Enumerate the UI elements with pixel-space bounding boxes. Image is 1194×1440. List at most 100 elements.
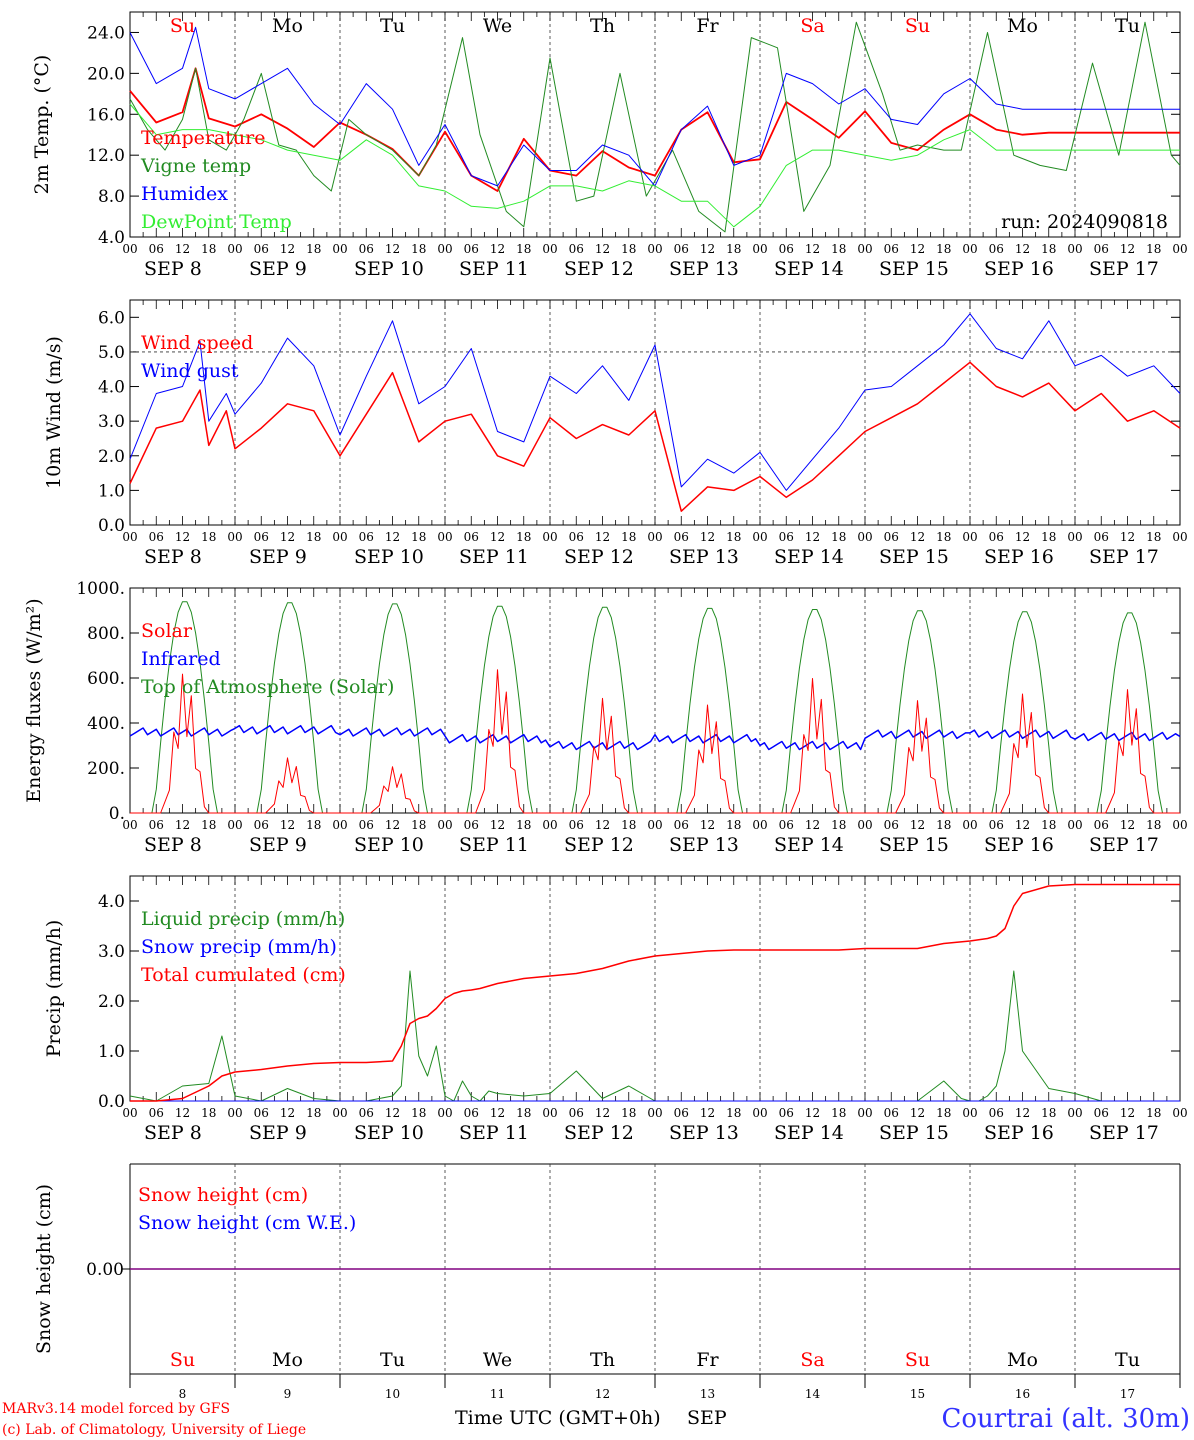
hour-label: 12	[175, 818, 190, 832]
hour-label: 00	[542, 530, 557, 544]
y-tick-label: 0.00	[86, 1260, 124, 1280]
day-number: 8	[179, 1387, 187, 1401]
hour-label: 12	[385, 1106, 400, 1120]
y-tick-label: 3.0	[98, 942, 125, 962]
day-label: Mo	[272, 1349, 303, 1371]
hour-label: 12	[490, 530, 505, 544]
hour-label: 00	[437, 1106, 452, 1120]
y-tick-label: 20.0	[87, 64, 125, 84]
hour-label: 12	[1120, 530, 1135, 544]
hour-label: 00	[962, 530, 977, 544]
hour-label: 00	[542, 242, 557, 256]
hour-label: 06	[779, 242, 794, 256]
hour-label: 06	[884, 818, 899, 832]
date-label: SEP 13	[669, 258, 739, 280]
hour-label: 06	[569, 1106, 584, 1120]
hour-label: 00	[542, 818, 557, 832]
hour-label: 12	[280, 530, 295, 544]
hour-label: 18	[621, 242, 636, 256]
hour-label: 18	[1041, 242, 1056, 256]
date-label: SEP 10	[354, 546, 424, 568]
hour-label: 18	[936, 1106, 951, 1120]
hour-label: 12	[595, 818, 610, 832]
hour-label: 00	[332, 818, 347, 832]
x-axis-month: SEP	[687, 1407, 727, 1429]
date-label: SEP 11	[459, 834, 529, 856]
hour-label: 00	[752, 242, 767, 256]
y-axis-label: Energy fluxes (W/m²)	[23, 598, 45, 802]
hour-label: 18	[621, 530, 636, 544]
hour-label: 06	[149, 1106, 164, 1120]
hour-label: 12	[1015, 242, 1030, 256]
hour-label: 06	[884, 530, 899, 544]
hour-label: 00	[227, 242, 242, 256]
hour-label: 18	[1146, 242, 1161, 256]
day-label: Sa	[800, 1349, 824, 1371]
hour-label: 18	[516, 1106, 531, 1120]
hour-label: 06	[884, 1106, 899, 1120]
hour-label: 12	[700, 1106, 715, 1120]
y-tick-label: 5.0	[98, 343, 125, 363]
legend-entry: DewPoint Temp	[141, 211, 292, 233]
series-temperature	[129, 67, 1180, 192]
x-axis-label: Time UTC (GMT+0h)	[455, 1407, 661, 1429]
hour-label: 12	[1015, 818, 1030, 832]
hour-label: 06	[254, 1106, 269, 1120]
hour-label: 00	[857, 1106, 872, 1120]
hour-label: 12	[1015, 530, 1030, 544]
hour-label: 18	[306, 1106, 321, 1120]
run-label: run: 2024090818	[1001, 211, 1168, 233]
hour-label: 06	[359, 818, 374, 832]
y-tick-label: 1000.	[76, 579, 125, 599]
hour-label: 00	[227, 1106, 242, 1120]
hour-label: 12	[910, 530, 925, 544]
y-tick-label: 12.0	[87, 146, 125, 166]
hour-label: 12	[700, 530, 715, 544]
y-tick-label: 800.	[87, 624, 125, 644]
hour-label: 18	[201, 818, 216, 832]
date-label: SEP 9	[249, 546, 307, 568]
date-label: SEP 9	[249, 258, 307, 280]
hour-label: 06	[674, 1106, 689, 1120]
date-label: SEP 16	[984, 546, 1054, 568]
date-label: SEP 17	[1089, 546, 1159, 568]
panel-2: 0.0 1.0 2.0 3.0 4.0 5.0 6.0 10m Wind (m/s) 00 06 1…	[43, 299, 1188, 568]
date-label: SEP 14	[774, 546, 844, 568]
date-label: SEP 13	[669, 1122, 739, 1144]
y-tick-label: 1.0	[98, 481, 125, 501]
hour-label: 12	[280, 242, 295, 256]
y-tick-label: 16.0	[87, 105, 125, 125]
day-label: Tu	[1115, 15, 1140, 37]
day-number: 9	[284, 1387, 292, 1401]
series-vigne-temp	[129, 21, 1181, 233]
hour-label: 06	[989, 242, 1004, 256]
hour-label: 00	[227, 530, 242, 544]
hour-label: 12	[490, 818, 505, 832]
series-total-cumulated-cm-	[130, 883, 1180, 1102]
legend-entry: Vigne temp	[140, 155, 251, 177]
series-dewpoint-temp	[129, 103, 1180, 228]
day-label: Mo	[1007, 1349, 1038, 1371]
hour-label: 12	[385, 242, 400, 256]
series-wind-speed	[129, 361, 1181, 512]
hour-label: 06	[989, 818, 1004, 832]
hour-label: 12	[595, 242, 610, 256]
hour-label: 00	[1067, 818, 1082, 832]
hour-label: 18	[411, 1106, 426, 1120]
date-label: SEP 8	[144, 1122, 202, 1144]
hour-label: 18	[201, 242, 216, 256]
hour-label: 06	[359, 530, 374, 544]
day-label: Tu	[1115, 1349, 1140, 1371]
day-number: 16	[1015, 1387, 1030, 1401]
hour-label: 18	[1146, 530, 1161, 544]
y-tick-label: 8.0	[98, 187, 125, 207]
legend-entry: Wind gust	[141, 360, 239, 382]
hour-label: 00	[122, 530, 137, 544]
date-label: SEP 16	[984, 1122, 1054, 1144]
day-label: Fr	[696, 1349, 719, 1371]
y-tick-label: 600.	[87, 669, 125, 689]
hour-label: 06	[254, 530, 269, 544]
hour-label: 12	[805, 242, 820, 256]
day-number: 10	[385, 1387, 400, 1401]
y-tick-label: 0.0	[98, 1092, 125, 1112]
